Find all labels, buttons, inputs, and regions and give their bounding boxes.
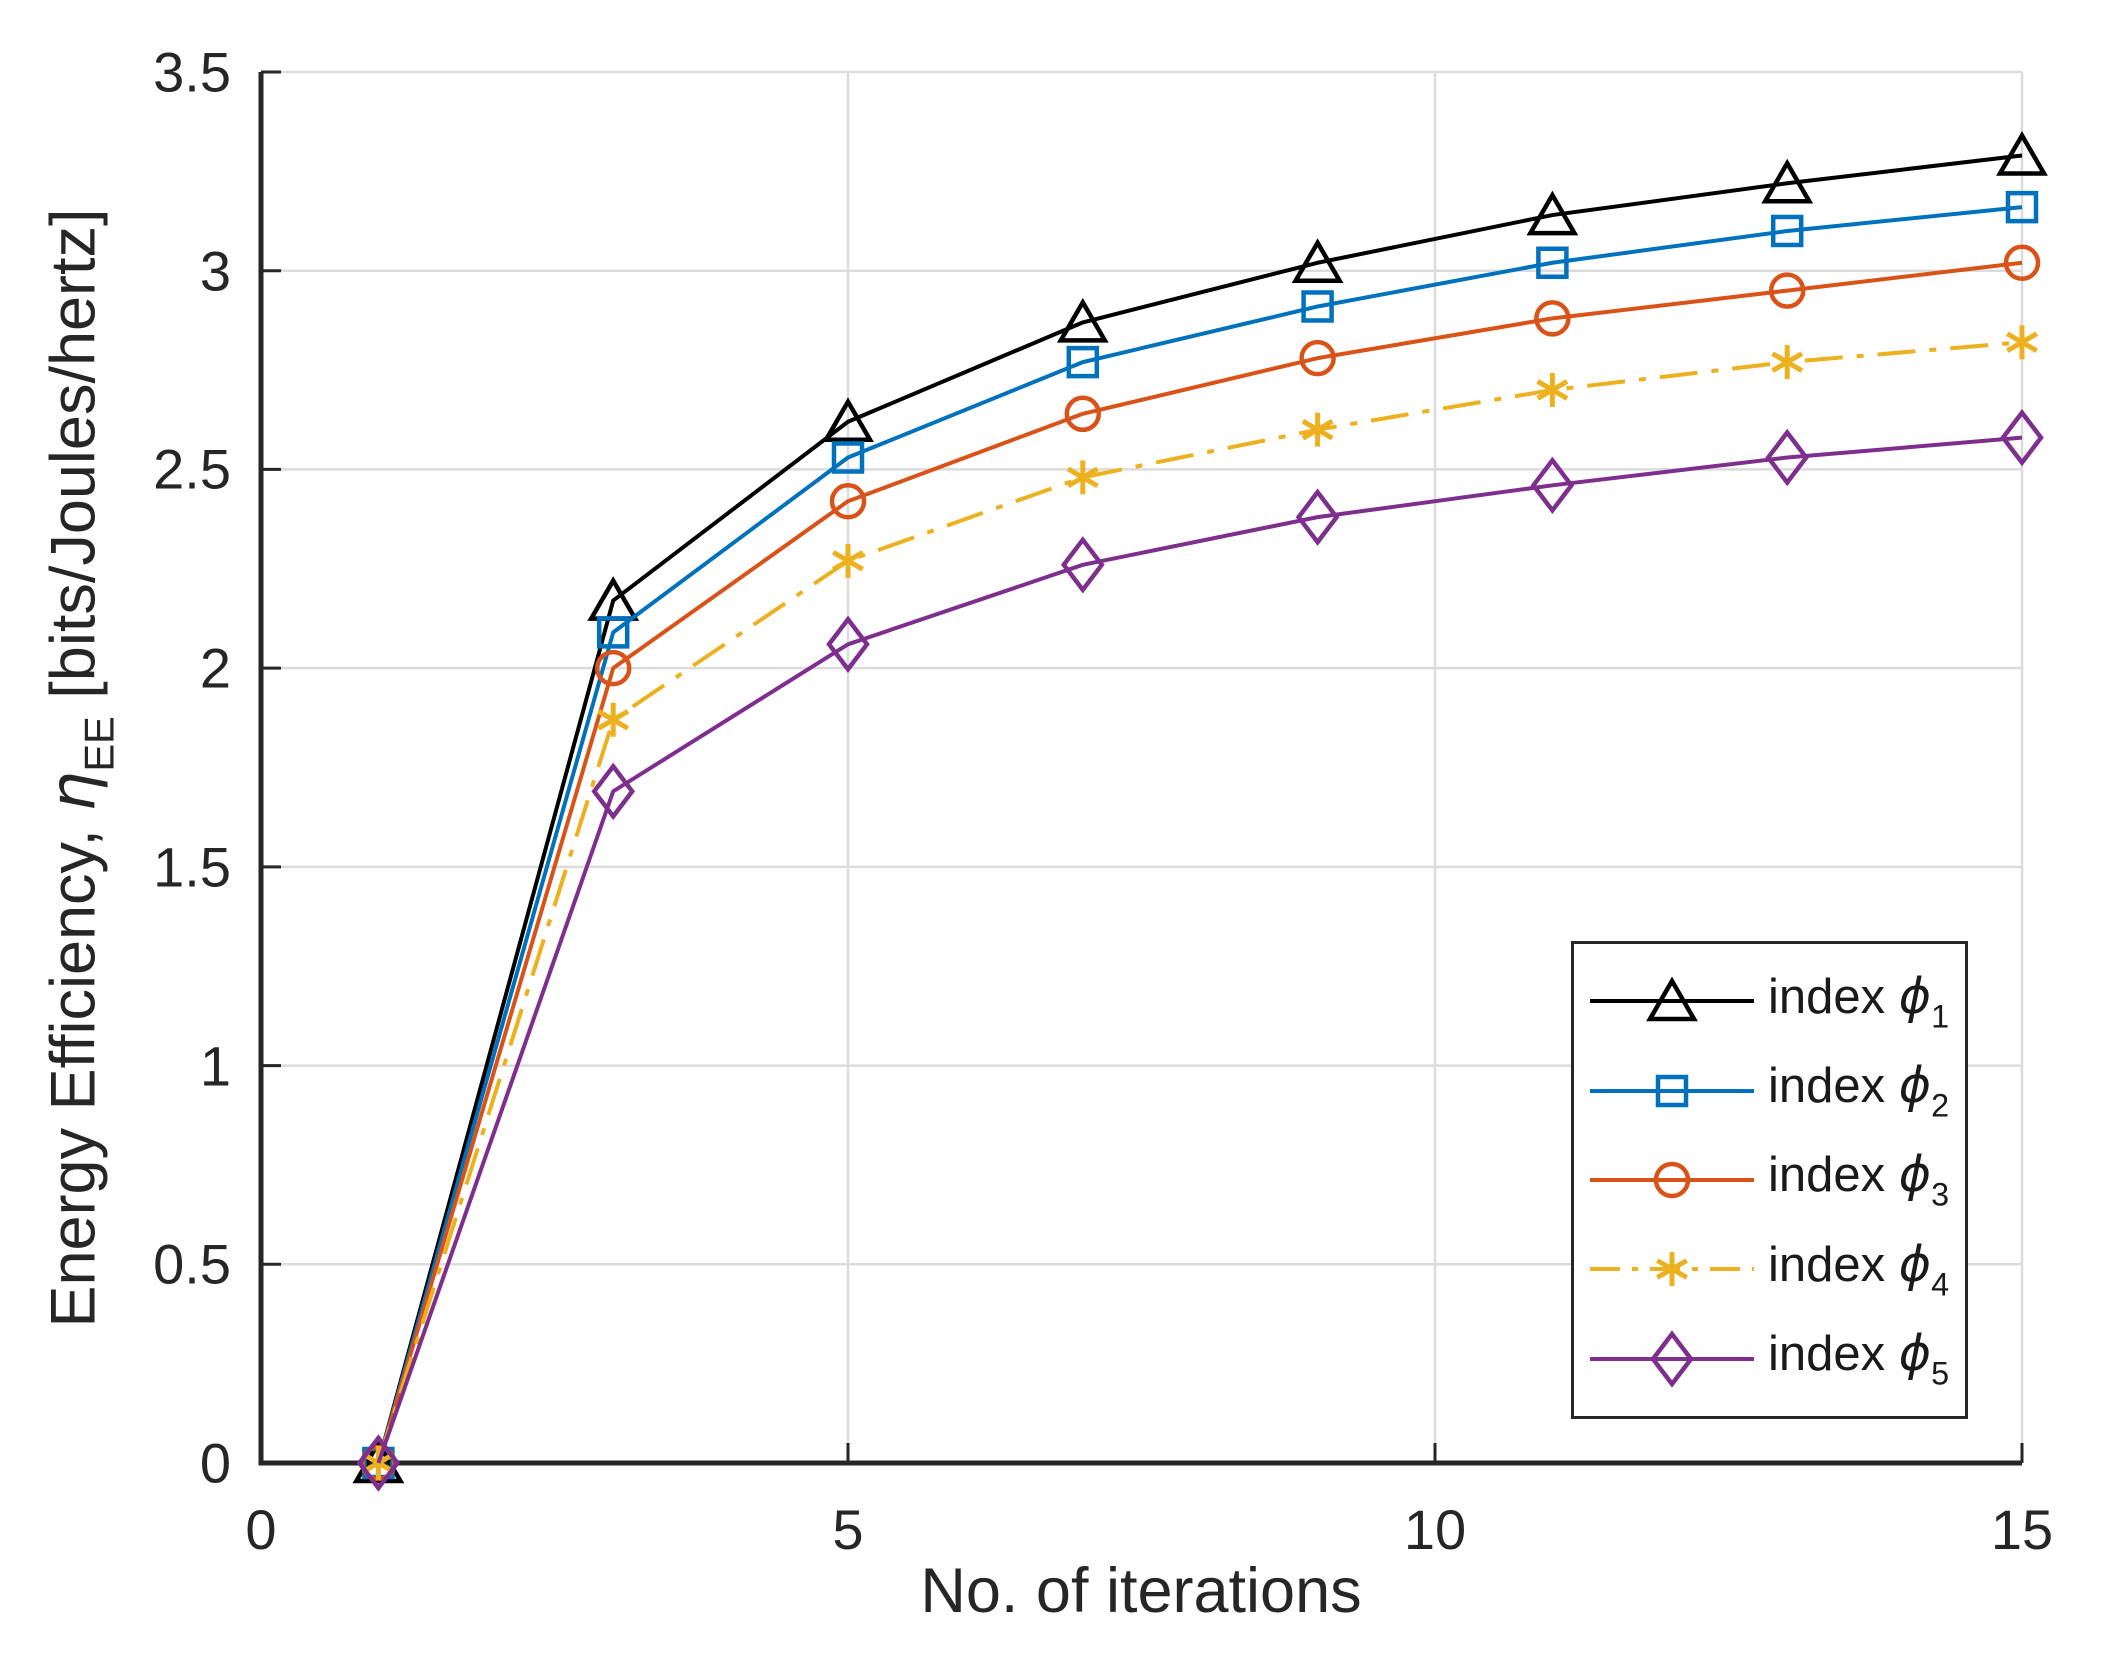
legend-label-text: index	[1768, 1058, 1899, 1113]
legend-label-subscript: 3	[1931, 1176, 1950, 1213]
marker-square-icon	[1066, 345, 1100, 379]
y-tick-label-3: 3	[199, 239, 231, 303]
marker-asterisk-icon	[1066, 466, 1099, 489]
phi-symbol: ϕ	[1898, 1235, 1932, 1293]
marker-asterisk-icon	[832, 550, 864, 572]
marker-diamond-icon	[356, 1434, 401, 1492]
legend-marker-square-icon	[1655, 1074, 1689, 1107]
x-tick-label-0: 0	[245, 1498, 277, 1561]
legend-label-subscript: 1	[1931, 998, 1950, 1035]
legend-entry-index-phi-4: index ϕ4	[1588, 1233, 1965, 1305]
marker-square-icon	[2005, 190, 2039, 224]
marker-circle-icon	[829, 482, 867, 520]
marker-asterisk-icon	[1536, 379, 1569, 401]
legend-sample-index-phi-2	[1590, 1074, 1754, 1107]
marker-square-icon	[1770, 214, 1804, 248]
legend-label-index-phi-5: index ϕ5	[1768, 1325, 1949, 1393]
marker-diamond-icon	[826, 615, 870, 674]
legend-label-text: index	[1768, 969, 1899, 1024]
marker-diamond-icon	[1060, 536, 1105, 594]
y-tick-label-2.5: 2.5	[153, 437, 231, 501]
marker-circle-icon	[1064, 395, 1102, 433]
x-axis-label-text: No. of iterations	[920, 1556, 1362, 1626]
y-tick-label-3.5: 3.5	[153, 40, 231, 104]
legend-entry-index-phi-1: index ϕ1	[1588, 965, 1965, 1037]
x-axis-label: No. of iterations	[920, 1555, 1361, 1627]
y-axis-label-prefix: Energy Efficiency,	[38, 811, 109, 1328]
marker-square-icon	[1536, 246, 1569, 280]
y-axis-label-subscript: EE	[75, 716, 123, 772]
y-axis-label: Energy Efficiency, ηEE [bits/Joules/hert…	[37, 208, 124, 1327]
legend-marker-circle-icon	[1653, 1161, 1691, 1199]
eta-symbol: η	[36, 771, 110, 812]
marker-diamond-icon	[591, 762, 636, 821]
phi-symbol: ϕ	[1898, 1146, 1932, 1204]
marker-triangle-icon	[822, 397, 874, 442]
legend-sample-index-phi-1	[1590, 976, 1754, 1022]
y-tick-label-0.5: 0.5	[153, 1232, 231, 1296]
marker-square-icon	[596, 616, 630, 649]
marker-circle-icon	[2003, 244, 2041, 282]
marker-diamond-icon	[1765, 428, 1810, 487]
marker-square-icon	[831, 441, 865, 474]
series-line-index-phi-4	[376, 340, 2023, 1464]
legend-label-index-phi-1: index ϕ1	[1768, 968, 1949, 1036]
legend: index ϕ1 index ϕ2 index ϕ3 index ϕ4 index ϕ5	[1571, 941, 1968, 1419]
legend-label-text: index	[1768, 1237, 1899, 1292]
marker-circle-icon	[594, 649, 632, 687]
marker-diamond-icon	[1295, 488, 1340, 546]
marker-square-icon	[1301, 290, 1334, 323]
y-tick-label-2: 2	[199, 636, 231, 700]
legend-label-index-phi-4: index ϕ4	[1768, 1236, 1949, 1304]
marker-circle-icon	[1768, 272, 1806, 309]
legend-label-subscript: 2	[1931, 1087, 1950, 1124]
marker-triangle-icon	[1291, 238, 1344, 284]
legend-label-text: index	[1768, 1148, 1899, 1203]
legend-marker-asterisk-icon	[1656, 1258, 1688, 1280]
x-tick-label-15: 15	[1990, 1498, 2054, 1561]
legend-marker-diamond-icon	[1650, 1329, 1694, 1388]
legend-entry-index-phi-3: index ϕ3	[1588, 1144, 1965, 1216]
marker-triangle-icon	[1056, 297, 1109, 343]
legend-label-index-phi-2: index ϕ2	[1768, 1057, 1949, 1125]
y-tick-label-1: 1	[199, 1034, 231, 1098]
x-tick-label-5: 5	[832, 1498, 864, 1561]
phi-symbol: ϕ	[1898, 967, 1932, 1025]
marker-triangle-icon	[1761, 158, 1814, 204]
series-line-index-phi-2	[376, 205, 2023, 1464]
y-tick-label-0: 0	[199, 1431, 231, 1495]
marker-asterisk-icon	[1301, 419, 1334, 441]
legend-sample-index-phi-5	[1590, 1329, 1754, 1388]
legend-sample-index-phi-4	[1590, 1252, 1754, 1287]
phi-symbol: ϕ	[1898, 1324, 1932, 1382]
legend-label-subscript: 5	[1931, 1355, 1950, 1392]
marker-diamond-icon	[1530, 456, 1575, 515]
legend-label-index-phi-3: index ϕ3	[1768, 1146, 1949, 1214]
series-line-index-phi-5	[376, 435, 2023, 1464]
y-tick-label-1.5: 1.5	[153, 835, 231, 899]
marker-asterisk-icon	[2006, 331, 2038, 353]
legend-label-subscript: 4	[1931, 1266, 1950, 1303]
legend-entry-index-phi-5: index ϕ5	[1588, 1323, 1965, 1395]
marker-triangle-icon	[1996, 130, 2048, 176]
legend-label-text: index	[1768, 1326, 1899, 1381]
phi-symbol: ϕ	[1898, 1056, 1932, 1114]
y-axis-label-suffix: [bits/Joules/hertz]	[38, 208, 109, 717]
series-line-index-phi-1	[376, 153, 2023, 1464]
marker-circle-icon	[1299, 339, 1336, 377]
x-tick-label-10: 10	[1403, 1498, 1467, 1561]
legend-marker-triangle-icon	[1646, 976, 1698, 1022]
marker-circle-icon	[1534, 300, 1571, 337]
legend-entry-index-phi-2: index ϕ2	[1588, 1055, 1965, 1127]
legend-sample-index-phi-3	[1590, 1161, 1754, 1199]
marker-triangle-icon	[1526, 190, 1579, 236]
marker-diamond-icon	[2000, 408, 2044, 467]
marker-asterisk-icon	[1771, 351, 1804, 373]
marker-asterisk-icon	[597, 709, 630, 731]
series-line-index-phi-3	[376, 260, 2023, 1464]
